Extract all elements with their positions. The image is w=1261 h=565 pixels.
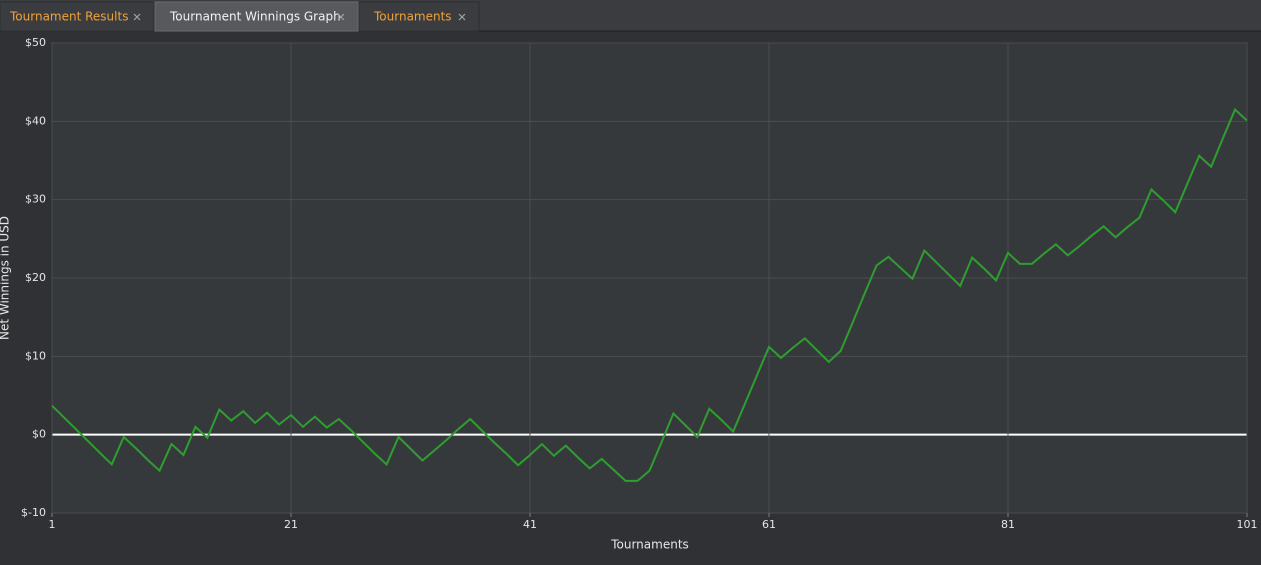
tab[interactable]: Tournament Results: [0, 1, 155, 32]
tab-close[interactable]: [133, 13, 141, 21]
tab[interactable]: Tournament Winnings Graph: [154, 1, 359, 32]
tab-label: Tournament Results: [9, 10, 128, 24]
y-tick-label: $0: [32, 428, 46, 441]
tab-close[interactable]: [337, 13, 345, 21]
close-stroke: [458, 13, 466, 21]
x-tick-label: 21: [284, 518, 298, 531]
y-tick-label: $10: [25, 349, 46, 362]
tab-bg: [154, 1, 359, 32]
tabs: Tournament Results Tournament Winnings Gr…: [0, 1, 480, 32]
tab-bg: [358, 1, 480, 32]
y-tick-label: $30: [25, 193, 46, 206]
close-stroke: [133, 13, 141, 21]
tab-close[interactable]: [458, 13, 466, 21]
tab-label: Tournaments: [373, 10, 452, 24]
y-tick-label: $40: [25, 114, 46, 127]
tab-label: Tournament Winnings Graph: [169, 10, 341, 24]
close-stroke: [337, 13, 345, 21]
tab-bg: [0, 1, 155, 32]
tab[interactable]: Tournaments: [358, 1, 480, 32]
y-tick-label: $20: [25, 271, 46, 284]
x-tick-label: 61: [762, 518, 776, 531]
y-tick-label: $50: [25, 36, 46, 49]
plot: $-10 $0 $10 $20 $30 $40 $50 1 21 41 61 81 101: [21, 36, 1257, 531]
winnings-line: [51, 107, 1248, 482]
y-axis-title: Net Winnings in USD: [0, 216, 12, 340]
x-tick-label: 1: [49, 518, 56, 531]
y-tick-label: $-10: [21, 506, 46, 519]
x-axis-title: Tournaments: [610, 538, 689, 552]
x-tick-label: 101: [1237, 518, 1258, 531]
x-tick-label: 81: [1001, 518, 1015, 531]
x-tick-label: 41: [523, 518, 537, 531]
